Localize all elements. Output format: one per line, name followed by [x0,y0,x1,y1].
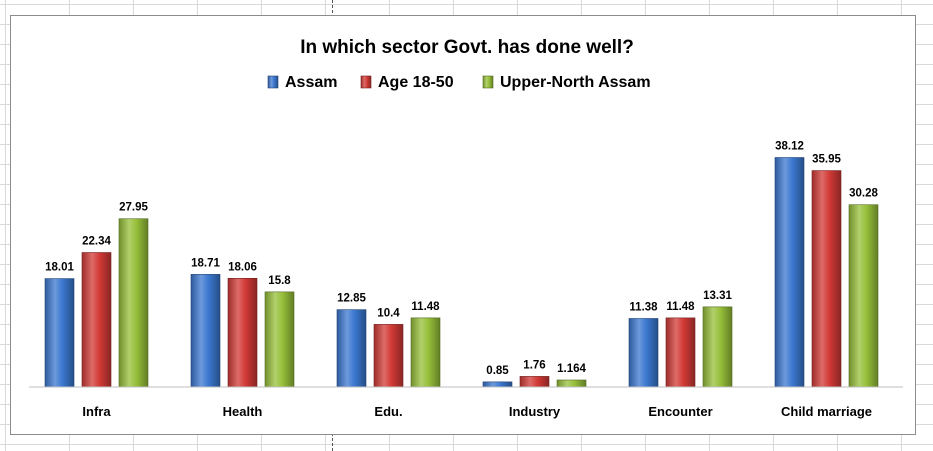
data-label: 38.12 [775,141,804,153]
legend-label: Upper-North Assam [500,74,651,91]
bar-assam-infra[interactable] [44,278,75,388]
bar-age-18-50-infra[interactable] [81,252,112,388]
bar-assam-health[interactable] [190,274,221,388]
category-label: Industry [509,404,561,419]
data-label: 13.31 [703,290,732,302]
chart-area[interactable]: In which sector Govt. has done well? Ass… [10,15,916,435]
data-label: 27.95 [119,202,148,214]
bar-upper-north-assam-edu-[interactable] [410,317,441,388]
category-label: Encounter [648,404,712,419]
data-label: 15.8 [268,275,291,287]
bar-chart: In which sector Govt. has done well? Ass… [29,37,903,419]
category-label: Infra [82,404,111,419]
data-label: 11.38 [629,301,658,313]
data-label: 18.01 [45,262,74,274]
data-label: 10.4 [377,307,400,319]
legend-label: Assam [285,74,337,91]
category-label: Child marriage [781,404,872,419]
bar-group: 18.01 22.34 27.95 18.71 18.06 15.8 12.85 10.4 11… [44,141,879,388]
data-label: 0.85 [486,365,509,377]
data-label: 11.48 [666,301,695,313]
data-label: 18.71 [191,257,220,269]
data-label: 1.164 [557,363,586,375]
bar-age-18-50-industry[interactable] [519,376,550,388]
bar-upper-north-assam-infra[interactable] [118,218,149,388]
legend-swatch [360,75,372,89]
data-label: 22.34 [82,236,111,248]
bar-assam-industry[interactable] [482,381,513,388]
data-label: 12.85 [337,293,366,305]
bar-age-18-50-health[interactable] [227,277,258,388]
bar-assam-encounter[interactable] [628,318,659,388]
legend-swatch [267,75,279,89]
data-label: 35.95 [812,154,841,166]
data-label: 1.76 [523,359,545,371]
bar-age-18-50-child-marriage[interactable] [811,170,842,388]
legend-swatch [482,75,494,89]
bar-upper-north-assam-industry[interactable] [556,379,587,388]
bar-upper-north-assam-health[interactable] [264,291,295,388]
data-label: 11.48 [411,301,440,313]
bar-assam-child-marriage[interactable] [774,157,805,388]
chart-legend: Assam Age 18-50 Upper-North Assam [267,74,651,91]
category-label: Health [223,404,263,419]
bar-age-18-50-edu-[interactable] [373,324,404,388]
category-label: Edu. [374,404,402,419]
bar-upper-north-assam-encounter[interactable] [702,306,733,388]
data-label: 30.28 [849,188,878,200]
bar-upper-north-assam-child-marriage[interactable] [848,204,879,388]
legend-label: Age 18-50 [378,74,454,91]
data-label: 18.06 [228,261,257,273]
category-labels: Infra Health Edu. Industry Encounter Child ma… [82,404,872,419]
bar-age-18-50-encounter[interactable] [665,317,696,388]
bar-assam-edu-[interactable] [336,309,367,388]
chart-title: In which sector Govt. has done well? [300,37,634,58]
